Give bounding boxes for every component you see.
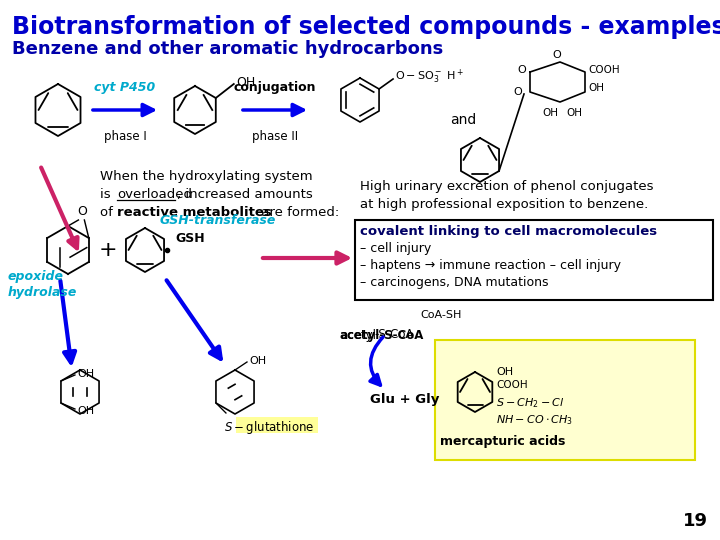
- Text: – cell injury: – cell injury: [360, 242, 431, 255]
- Text: epoxide: epoxide: [8, 270, 64, 283]
- Text: O: O: [553, 50, 562, 60]
- Text: OH: OH: [496, 367, 513, 377]
- Text: – carcinogens, DNA mutations: – carcinogens, DNA mutations: [360, 276, 549, 289]
- Text: 19: 19: [683, 512, 708, 530]
- Text: – haptens → immune reaction – cell injury: – haptens → immune reaction – cell injur…: [360, 259, 621, 272]
- Text: of: of: [100, 206, 117, 219]
- FancyArrowPatch shape: [370, 337, 383, 385]
- Text: are formed:: are formed:: [257, 206, 339, 219]
- Text: conjugation: conjugation: [234, 81, 316, 94]
- Text: is: is: [100, 188, 115, 201]
- Text: at high professional exposition to benzene.: at high professional exposition to benze…: [360, 198, 648, 211]
- Text: O: O: [78, 205, 87, 218]
- Text: O: O: [517, 65, 526, 75]
- Text: GSH-transferase: GSH-transferase: [160, 213, 276, 226]
- Text: Glu + Gly: Glu + Gly: [370, 394, 439, 407]
- Text: COOH: COOH: [588, 65, 620, 75]
- Text: mercapturic acids: mercapturic acids: [440, 435, 565, 448]
- Text: OH: OH: [566, 108, 582, 118]
- Text: $S-CH_2-Cl$: $S-CH_2-Cl$: [496, 396, 564, 410]
- Text: overloaded: overloaded: [117, 188, 192, 201]
- Text: $NH-CO \cdot CH_3$: $NH-CO \cdot CH_3$: [496, 413, 573, 427]
- Text: covalent linking to cell macromolecules: covalent linking to cell macromolecules: [360, 225, 657, 238]
- Text: acetyl-S-CoA: acetyl-S-CoA: [340, 328, 424, 341]
- Text: phase I: phase I: [104, 130, 146, 143]
- Text: , increased amounts: , increased amounts: [177, 188, 312, 201]
- Text: OH: OH: [542, 108, 558, 118]
- Text: When the hydroxylating system: When the hydroxylating system: [100, 170, 312, 183]
- Text: GSH: GSH: [175, 232, 204, 245]
- Text: Benzene and other aromatic hydrocarbons: Benzene and other aromatic hydrocarbons: [12, 40, 444, 58]
- Text: OH: OH: [77, 406, 94, 416]
- Text: High urinary excretion of phenol conjugates: High urinary excretion of phenol conjuga…: [360, 180, 654, 193]
- Text: cyt P450: cyt P450: [94, 81, 156, 94]
- Text: COOH: COOH: [496, 380, 528, 390]
- Text: phase II: phase II: [252, 130, 298, 143]
- Bar: [355, 220, 713, 300]
- Text: reactive metabolites: reactive metabolites: [117, 206, 271, 219]
- Text: -S-CoA: -S-CoA: [374, 328, 413, 341]
- FancyBboxPatch shape: [236, 417, 318, 433]
- Bar: [435, 340, 695, 460]
- Text: +: +: [99, 240, 117, 260]
- Text: O: O: [513, 87, 522, 97]
- Text: $S-$glutathione: $S-$glutathione: [224, 419, 315, 436]
- Text: OH: OH: [249, 356, 266, 366]
- Text: Biotransformation of selected compounds - examples: Biotransformation of selected compounds …: [12, 15, 720, 39]
- Text: CoA-SH: CoA-SH: [420, 310, 462, 320]
- Text: acetyl: acetyl: [340, 328, 376, 341]
- Text: hydrolase: hydrolase: [8, 286, 77, 299]
- Text: OH: OH: [588, 83, 604, 93]
- Text: OH: OH: [235, 76, 255, 89]
- Text: $\mathsf{O-SO_3^- \ H^+}$: $\mathsf{O-SO_3^- \ H^+}$: [395, 68, 464, 86]
- Text: OH: OH: [77, 369, 94, 379]
- Text: and: and: [450, 113, 476, 127]
